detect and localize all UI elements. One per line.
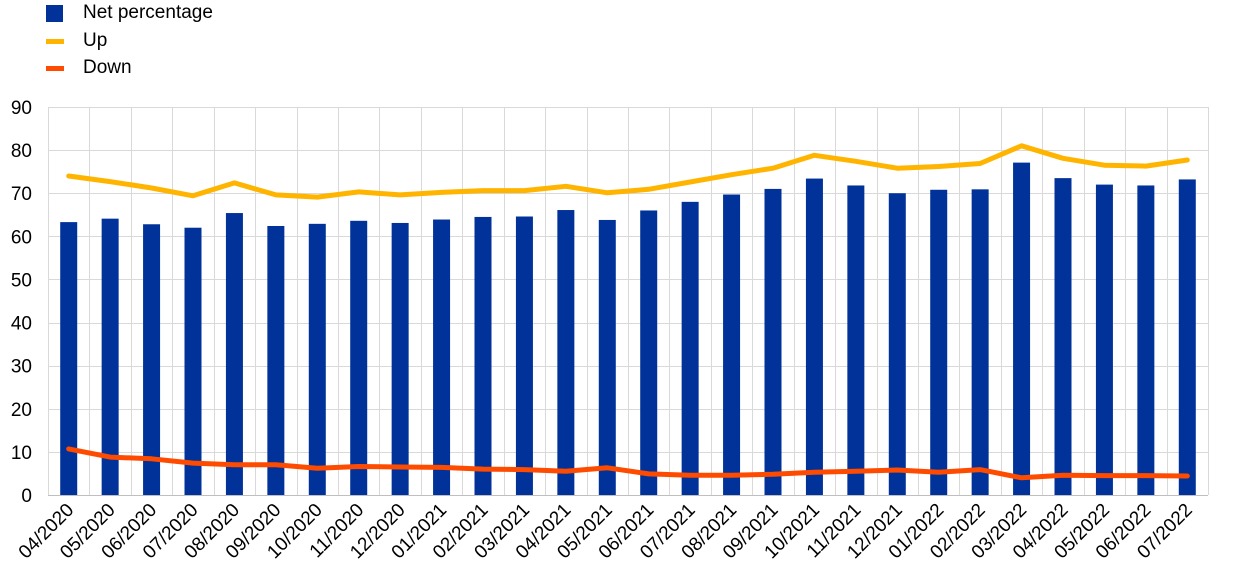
y-tick-label: 40 (11, 314, 32, 335)
bar (391, 222, 409, 496)
bar (433, 219, 451, 495)
bar (640, 210, 658, 495)
y-tick-label: 10 (11, 443, 32, 464)
bar (764, 188, 782, 495)
legend-label: Down (83, 57, 132, 78)
bar (101, 218, 119, 495)
bar (1054, 178, 1072, 495)
bar (557, 210, 575, 495)
bar (60, 222, 78, 495)
bar (723, 194, 741, 495)
y-tick-labels: 0 10 20 30 40 50 60 70 80 90 (11, 98, 32, 507)
y-tick-label: 50 (11, 270, 32, 291)
bar (888, 193, 906, 495)
bar (267, 225, 285, 495)
bar (1013, 162, 1031, 495)
bar (1137, 185, 1155, 495)
y-tick-label: 80 (11, 141, 32, 162)
bar (1178, 179, 1196, 495)
bar (184, 227, 202, 495)
legend-label: Up (83, 29, 108, 51)
y-tick-label: 70 (11, 184, 32, 205)
y-tick-label: 90 (11, 98, 32, 119)
bar (515, 216, 533, 495)
gridlines (48, 107, 1209, 496)
bar (1095, 184, 1113, 495)
bar (681, 201, 699, 495)
legend-label: Net percentage (83, 2, 213, 23)
line-up (66, 143, 1190, 200)
bar (971, 189, 989, 495)
legend-swatch-line (46, 38, 64, 44)
y-tick-label: 0 (21, 486, 32, 507)
bar (225, 213, 243, 495)
bar (847, 185, 865, 495)
y-tick-label: 20 (11, 400, 32, 421)
line-down (66, 446, 1190, 481)
bar (350, 220, 368, 495)
line-series (66, 143, 1190, 481)
y-tick-label: 60 (11, 227, 32, 248)
bar (474, 216, 492, 495)
y-tick-label: 30 (11, 357, 32, 378)
bar (143, 224, 161, 496)
bar (805, 178, 823, 495)
bar (930, 189, 948, 496)
legend-swatch-square (46, 5, 63, 22)
x-tick-labels: 04/202005/202006/202007/202008/202009/20… (15, 500, 1197, 563)
bar (308, 223, 326, 495)
bar-series (60, 162, 1196, 496)
bar (598, 219, 616, 495)
legend-swatch-line (46, 66, 64, 71)
